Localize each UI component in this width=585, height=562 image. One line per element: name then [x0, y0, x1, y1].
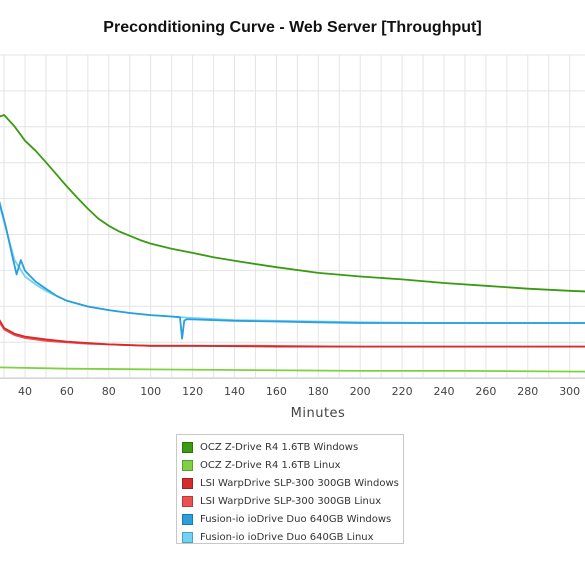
legend-swatch — [182, 495, 193, 507]
legend-label: LSI WarpDrive SLP-300 300GB Windows — [200, 477, 399, 489]
x-tick-label: 260 — [475, 385, 496, 398]
x-tick-label: 300 — [559, 385, 580, 398]
x-tick-label: 180 — [308, 385, 329, 398]
x-tick-label: 120 — [182, 385, 203, 398]
x-axis-title: Minutes — [291, 406, 346, 421]
x-tick-label: 40 — [18, 385, 32, 398]
chart-title: Preconditioning Curve - Web Server [Thro… — [103, 19, 482, 36]
x-tick-label: 140 — [224, 385, 245, 398]
legend-item: OCZ Z-Drive R4 1.6TB Windows — [177, 438, 403, 456]
x-tick-label: 80 — [102, 385, 116, 398]
x-tick-label: 160 — [266, 385, 287, 398]
series-lines — [0, 114, 585, 373]
series-line-2 — [0, 319, 585, 348]
x-tick-label: 60 — [60, 385, 74, 398]
legend-item: Fusion-io ioDrive Duo 640GB Linux — [177, 528, 403, 546]
legend-label: OCZ Z-Drive R4 1.6TB Linux — [200, 459, 341, 471]
x-tick-label: 240 — [434, 385, 455, 398]
x-tick-label: 220 — [392, 385, 413, 398]
legend-item: Fusion-io ioDrive Duo 640GB Windows — [177, 510, 403, 528]
legend-item: LSI WarpDrive SLP-300 300GB Windows — [177, 474, 403, 492]
legend-swatch — [182, 441, 193, 453]
series-line-0 — [0, 114, 585, 293]
legend-swatch — [182, 531, 193, 543]
grid — [0, 54, 585, 379]
x-tick-label: 100 — [140, 385, 161, 398]
legend-item: OCZ Z-Drive R4 1.6TB Linux — [177, 456, 403, 474]
legend-label: OCZ Z-Drive R4 1.6TB Windows — [200, 441, 359, 453]
plot-area: 40 60 80 100 120 140 160 180 200 220 240 260 280 300 … — [0, 54, 585, 421]
legend-swatch — [182, 513, 193, 525]
legend-swatch — [182, 459, 193, 471]
legend-swatch — [182, 477, 193, 489]
legend-label: LSI WarpDrive SLP-300 300GB Linux — [200, 495, 382, 507]
legend: OCZ Z-Drive R4 1.6TB Windows OCZ Z-Drive … — [176, 434, 404, 544]
x-tick-label: 200 — [350, 385, 371, 398]
legend-label: Fusion-io ioDrive Duo 640GB Linux — [200, 531, 374, 543]
series-line-1 — [0, 366, 585, 373]
legend-item: LSI WarpDrive SLP-300 300GB Linux — [177, 492, 403, 510]
x-tick-label: 280 — [517, 385, 538, 398]
series-line-4 — [0, 200, 585, 340]
legend-label: Fusion-io ioDrive Duo 640GB Windows — [200, 513, 392, 525]
x-axis-ticks: 40 60 80 100 120 140 160 180 200 220 240 260 280 300 — [18, 385, 580, 398]
